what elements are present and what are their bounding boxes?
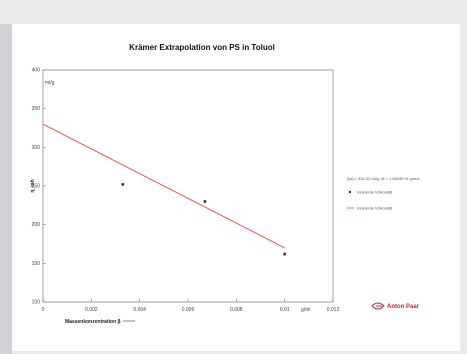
x-tick-label: 0.002 <box>85 307 98 313</box>
slide-left-bar <box>0 24 12 354</box>
logo-text: Anton Paar <box>387 304 420 310</box>
data-point <box>203 200 207 203</box>
x-tick-label: 0.01 <box>280 307 290 313</box>
x-tick-label: 0.012 <box>327 307 340 313</box>
y-axis-label: η_inh <box>30 179 36 192</box>
data-point <box>121 183 125 186</box>
x-tick-label: 0.008 <box>230 307 243 313</box>
chart-slide: Krämer Extrapolation von PS in Toluol 100… <box>12 24 460 351</box>
data-point <box>283 252 286 256</box>
y-tick-label: 100 <box>32 300 41 306</box>
y-tick-label: 350 <box>32 106 41 112</box>
chart-svg: Krämer Extrapolation von PS in Toluol 100… <box>30 43 420 325</box>
x-axis-unit: g/ml <box>301 307 310 313</box>
x-tick-label: 0.006 <box>182 307 195 313</box>
anton-paar-logo-icon <box>371 302 385 310</box>
y-tick-label: 150 <box>32 261 41 267</box>
y-tick-label: 250 <box>32 184 41 190</box>
x-axis-label: Massenkonzentration β <box>65 319 121 325</box>
y-tick-label: 300 <box>32 145 41 151</box>
legend-label-points: Inherente Viskosität <box>357 190 393 195</box>
y-tick-label: 400 <box>32 68 41 74</box>
y-tick-label: 200 <box>32 222 41 228</box>
plot-frame <box>42 69 334 303</box>
legend-label-line: Inherente Viskosität <box>357 206 393 211</box>
chart-title: Krämer Extrapolation von PS in Toluol <box>129 43 275 52</box>
legend-annotation: [ηs] = 330,32 ml/g, M = 1,8629E+6 g/mol <box>347 176 419 181</box>
fit-line <box>42 123 285 249</box>
y-axis-unit: ml/g <box>45 80 55 86</box>
x-tick-label: 0.004 <box>133 307 146 313</box>
legend-marker-points <box>349 191 351 193</box>
x-tick-label: 0 <box>42 307 45 313</box>
